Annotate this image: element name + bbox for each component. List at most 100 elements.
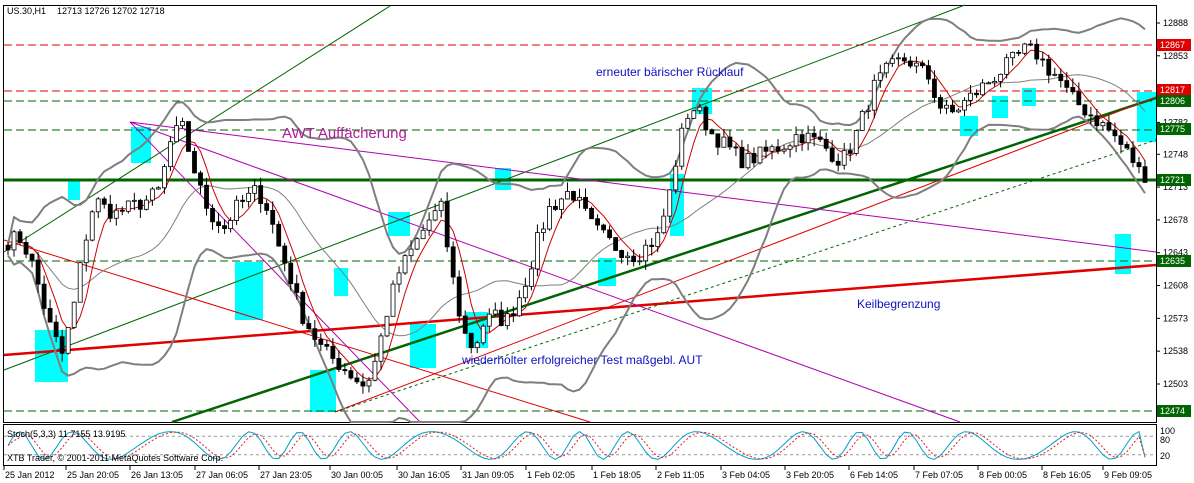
candle-body [601, 224, 606, 231]
candle-body [607, 229, 612, 238]
candle-body [853, 130, 859, 154]
trend-line [129, 121, 1157, 253]
stoch-signal-line [7, 431, 1146, 460]
time-tick-label: 8 Feb 00:05 [979, 470, 1027, 480]
trend-line [3, 263, 1157, 357]
candle-body [131, 199, 137, 202]
trend-line [3, 4, 966, 371]
candlesticks [5, 38, 1148, 394]
candle-body [829, 147, 835, 162]
time-tick-label: 9 Feb 09:05 [1104, 470, 1152, 480]
candle-body [667, 189, 673, 217]
candle-body [932, 78, 937, 98]
candle-body [390, 283, 396, 317]
bollinger-middle [7, 74, 1146, 337]
candle-body [204, 184, 209, 209]
price-tick-label: 12853 [1163, 51, 1188, 61]
time-tick-label: 31 Jan 09:05 [462, 470, 514, 480]
trend-line [334, 96, 1157, 413]
candle-body [1082, 104, 1088, 116]
price-tick-label: 12608 [1163, 281, 1188, 291]
candle-body [282, 245, 288, 264]
candle-body [595, 218, 600, 226]
time-tick-label: 26 Jan 13:05 [131, 470, 183, 480]
time-tick-label: 3 Feb 04:05 [722, 470, 770, 480]
candle-body [137, 199, 143, 210]
candle-body [1088, 114, 1094, 117]
candle-body [709, 129, 715, 135]
candle-body [11, 231, 17, 251]
candle-body [240, 199, 246, 202]
candle-body [264, 203, 270, 211]
stoch-tick-label: 80 [1160, 435, 1170, 445]
candle-body [817, 136, 823, 140]
candle-body [727, 136, 733, 148]
candle-body [769, 146, 775, 152]
highlight-box [131, 127, 151, 163]
candle-body [210, 207, 215, 223]
candle-body [155, 187, 161, 190]
candle-body [113, 209, 119, 219]
candle-body [414, 238, 420, 250]
time-tick-label: 27 Jan 06:05 [196, 470, 248, 480]
candle-body [968, 92, 973, 101]
time-axis: 25 Jan 2012 25 Jan 20:05 26 Jan 13:05 27 Ja… [3, 466, 1152, 480]
candle-body [1100, 122, 1106, 127]
candle-body [246, 192, 252, 202]
trend-line [3, 5, 391, 253]
candle-body [637, 260, 643, 263]
time-tick-label: 1 Feb 18:05 [593, 470, 641, 480]
candle-body [420, 229, 426, 240]
candle-body [1130, 147, 1136, 163]
candle-body [1124, 144, 1130, 149]
price-tick-label: 12538 [1163, 346, 1188, 356]
price-tick-label: 12503 [1163, 379, 1188, 389]
candle-body [402, 255, 408, 274]
candle-body [77, 262, 83, 303]
candle-body [1022, 43, 1028, 54]
candle-body [583, 196, 588, 209]
candle-body [926, 65, 931, 80]
time-tick-label: 7 Feb 07:05 [915, 470, 963, 480]
candle-body [793, 134, 799, 147]
time-tick-label: 27 Jan 23:05 [260, 470, 312, 480]
time-tick-label: 2 Feb 11:05 [657, 470, 704, 480]
candle-body [342, 369, 348, 372]
candle-body [360, 381, 366, 387]
candle-body [101, 198, 107, 205]
price-badge-label: 12474 [1160, 406, 1185, 416]
candle-body [1136, 162, 1142, 168]
candle-body [29, 253, 35, 261]
candle-body [679, 127, 685, 167]
candle-body [89, 211, 95, 241]
candle-body [149, 188, 155, 201]
highlight-box [310, 370, 336, 412]
candle-body [811, 132, 817, 138]
copyright-label: XTB Trader, © 2001-2011 MetaQuotes Softw… [7, 453, 223, 463]
candle-body [721, 136, 727, 148]
candle-body [222, 225, 227, 230]
candle-body [1064, 80, 1070, 88]
candle-body [805, 132, 811, 144]
candle-body [571, 191, 576, 201]
candle-body [1118, 135, 1124, 145]
candle-body [107, 203, 113, 219]
price-tick-label: 12573 [1163, 313, 1188, 323]
annotation-keil: Keilbegrenzung [857, 297, 940, 311]
candle-body [920, 62, 925, 67]
price-tick-label: 12888 [1163, 18, 1188, 28]
candle-body [468, 332, 474, 349]
price-badge-label: 12775 [1160, 124, 1185, 134]
price-badge [1157, 123, 1191, 135]
candle-body [1028, 43, 1034, 46]
highlight-box [1115, 234, 1131, 274]
highlight-box [960, 116, 978, 136]
candle-body [59, 336, 65, 354]
candle-body [408, 248, 414, 257]
candle-body [348, 370, 354, 379]
candle-body [1016, 51, 1022, 54]
candle-body [41, 283, 47, 309]
trend-line [3, 239, 591, 423]
candle-body [234, 199, 240, 221]
